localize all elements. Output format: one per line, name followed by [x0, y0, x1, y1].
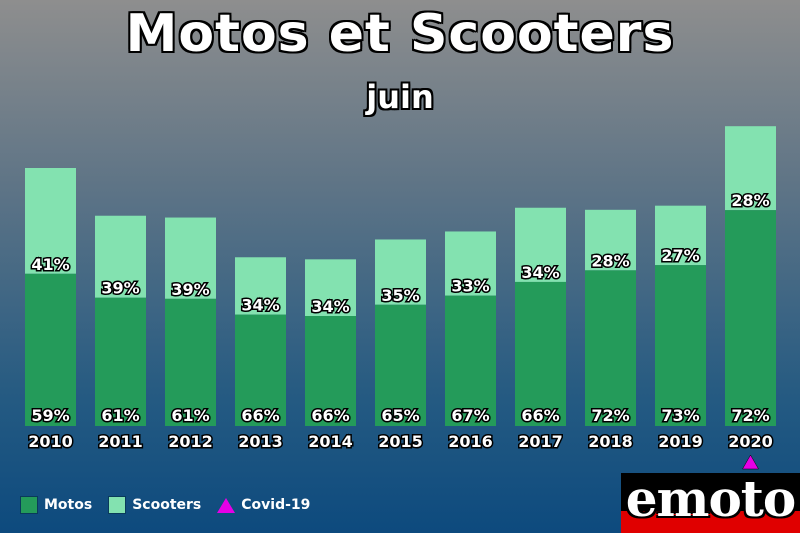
legend-label-scooters: Scooters	[132, 497, 202, 513]
bar-scooters-2017	[515, 207, 566, 282]
bar-scooters-2010	[25, 168, 76, 274]
bar-motos-2017	[515, 281, 566, 426]
label-scooters-2019: 27%	[661, 246, 699, 265]
bar-motos-2011	[95, 297, 146, 426]
label-motos-2012: 61%	[171, 406, 209, 425]
bar-motos-2010	[25, 273, 76, 426]
emoto-logo: emoto	[621, 473, 800, 533]
tick-label-2010: 2010	[28, 432, 73, 451]
legend-item-covid: Covid-19	[217, 497, 310, 513]
legend: Motos Scooters Covid-19	[20, 496, 310, 514]
label-motos-2017: 66%	[521, 406, 559, 425]
legend-label-motos: Motos	[44, 497, 93, 513]
legend-label-covid: Covid-19	[241, 497, 311, 513]
label-motos-2011: 61%	[101, 406, 139, 425]
legend-item-scooters: Scooters	[108, 496, 201, 514]
bar-motos-2012	[165, 298, 216, 426]
label-motos-2018: 72%	[591, 406, 629, 425]
tick-label-2019: 2019	[658, 432, 703, 451]
logo-red-band	[621, 511, 800, 533]
tick-label-2016: 2016	[448, 432, 493, 451]
bar-motos-2015	[375, 304, 426, 426]
bar-motos-2020	[725, 210, 776, 426]
tick-label-2017: 2017	[518, 432, 563, 451]
chart-subtitle: juin	[366, 78, 434, 116]
label-scooters-2011: 39%	[101, 279, 139, 298]
tick-label-2020: 2020	[728, 432, 773, 451]
label-scooters-2012: 39%	[171, 280, 209, 299]
tick-label-2014: 2014	[308, 432, 353, 451]
label-scooters-2015: 35%	[381, 286, 419, 305]
logo-wordmark: emoto	[625, 473, 797, 528]
label-motos-2019: 73%	[661, 406, 699, 425]
label-motos-2015: 65%	[381, 406, 419, 425]
bar-motos-2019	[655, 265, 706, 426]
label-scooters-2013: 34%	[241, 296, 279, 315]
label-motos-2014: 66%	[311, 406, 349, 425]
bar-scooters-2019	[655, 205, 706, 266]
label-scooters-2018: 28%	[591, 251, 629, 270]
label-scooters-2014: 34%	[311, 297, 349, 316]
label-motos-2020: 72%	[731, 406, 769, 425]
bar-scooters-2018	[585, 209, 636, 271]
tick-label-2012: 2012	[168, 432, 213, 451]
tick-label-2011: 2011	[98, 432, 143, 451]
label-scooters-2017: 34%	[521, 263, 559, 282]
legend-item-motos: Motos	[20, 496, 92, 514]
label-scooters-2010: 41%	[31, 255, 69, 274]
legend-swatch-motos	[20, 496, 38, 514]
tick-label-2013: 2013	[238, 432, 283, 451]
bar-scooters-2011	[95, 215, 146, 298]
tick-label-2015: 2015	[378, 432, 423, 451]
triangle-icon	[217, 497, 236, 513]
label-motos-2010: 59%	[31, 406, 69, 425]
legend-swatch-scooters	[108, 496, 127, 514]
label-motos-2016: 67%	[451, 406, 489, 425]
bar-motos-2014	[305, 315, 356, 426]
bar-motos-2013	[235, 314, 286, 426]
bar-scooters-2012	[165, 217, 216, 299]
bar-scooters-2013	[235, 257, 286, 315]
label-scooters-2020: 28%	[731, 191, 769, 210]
bar-scooters-2014	[305, 259, 356, 316]
chart-title: Motos et Scooters	[125, 4, 675, 64]
label-scooters-2016: 33%	[451, 277, 489, 296]
marker-covid-2020	[742, 454, 759, 470]
bar-motos-2018	[585, 270, 636, 426]
bar-scooters-2016	[445, 231, 496, 296]
bar-scooters-2015	[375, 239, 426, 305]
label-motos-2013: 66%	[241, 406, 279, 425]
tick-label-2018: 2018	[588, 432, 633, 451]
bar-scooters-2020	[725, 126, 776, 211]
bar-motos-2016	[445, 295, 496, 426]
